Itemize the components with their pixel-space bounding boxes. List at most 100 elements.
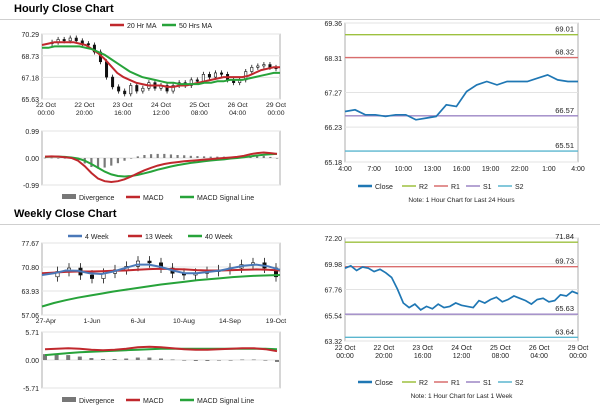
- x-tick-label: 13:00: [424, 166, 442, 173]
- chart-note: Note: 1 Hour Chart for Last 24 Hours: [408, 197, 515, 204]
- divergence-bar: [262, 155, 265, 158]
- hourly-section-rule: [0, 19, 600, 20]
- y-tick-label: -5.71: [23, 386, 39, 393]
- ma50-line: [42, 45, 280, 86]
- divergence-bar: [263, 360, 268, 361]
- legend-label: 4 Week: [85, 234, 109, 241]
- x-tick-label: 23 Oct: [412, 345, 433, 352]
- legend-label: MACD: [143, 398, 164, 405]
- legend-label: R1: [451, 184, 460, 191]
- divergence-bar: [50, 157, 53, 159]
- 40-week-line: [41, 274, 281, 308]
- divergence-bar: [43, 354, 47, 360]
- y-tick-label: 57.06: [21, 313, 39, 320]
- x-tick-label: 24 Oct: [451, 345, 472, 352]
- divergence-bar: [228, 360, 233, 361]
- y-tick-label: 0.99: [25, 129, 39, 136]
- candle-body: [201, 74, 205, 82]
- divergence-bar: [205, 360, 210, 361]
- y-tick-label: 77.67: [21, 241, 39, 248]
- y-tick-label: 65.63: [21, 97, 39, 104]
- candle-body: [92, 44, 96, 53]
- candle-body: [268, 64, 272, 68]
- legend-label: MACD: [143, 195, 164, 202]
- candle-body: [117, 86, 121, 92]
- divergence-bar: [96, 158, 100, 169]
- candle-body: [207, 74, 211, 78]
- candle-body: [86, 43, 90, 46]
- y-tick-label: 65.18: [324, 160, 342, 167]
- divergence-bar: [170, 359, 175, 361]
- level-value-r2: 69.01: [555, 25, 574, 34]
- candle-body: [111, 76, 115, 88]
- legend-label: R2: [419, 380, 428, 387]
- x-tick-label: 26 Oct: [529, 345, 550, 352]
- divergence-bar: [240, 359, 245, 361]
- ma20-line: [41, 41, 280, 88]
- close-line: [344, 73, 578, 121]
- level-value-r1: 69.73: [555, 257, 574, 266]
- divergence-bar: [269, 156, 272, 158]
- divergence-bar: [103, 158, 106, 168]
- divergence-bar: [143, 155, 146, 158]
- legend-label: Close: [375, 380, 393, 387]
- candle-body: [256, 65, 260, 68]
- divergence-bar: [169, 154, 173, 158]
- x-tick-label: 10-Aug: [173, 318, 195, 325]
- candle-body: [189, 79, 193, 86]
- divergence-bar: [123, 158, 126, 161]
- candle-body: [74, 37, 78, 42]
- x-tick-label: 6-Jul: [131, 318, 146, 325]
- x-tick-label: 00:00: [267, 110, 284, 117]
- candle-body: [147, 260, 152, 264]
- plot-frame: [41, 242, 281, 316]
- divergence-bar: [176, 155, 179, 158]
- x-tick-label: 20:00: [375, 353, 393, 360]
- x-tick-label: 12:00: [453, 353, 471, 360]
- x-tick-label: 00:00: [336, 353, 354, 360]
- divergence-bar: [110, 158, 113, 166]
- candle-body: [62, 39, 66, 42]
- x-tick-label: 1-Jun: [83, 318, 100, 325]
- legend-label: S2: [515, 380, 524, 387]
- legend-label: MACD Signal Line: [197, 398, 254, 405]
- divergence-bar: [149, 154, 153, 158]
- y-tick-label: 0.00: [25, 358, 39, 365]
- y-tick-label: 67.27: [324, 91, 342, 98]
- x-tick-label: 04:00: [530, 353, 548, 360]
- divergence-bar: [66, 355, 71, 360]
- hourly-levels-chart: 69.36 68.31 67.27 66.23 65.18 69.01 68.32 66.57…: [324, 21, 584, 204]
- hourly-macd-chart: 0.99 0.00 -0.99 Divergence MACD MACD Signal L…: [23, 129, 281, 202]
- x-tick-label: 20:00: [76, 110, 93, 117]
- x-tick-label: 25 Oct: [189, 102, 209, 109]
- y-tick-label: 69.36: [324, 21, 342, 28]
- x-tick-label: 25 Oct: [490, 345, 511, 352]
- candle-body: [220, 72, 224, 75]
- legend-label: R1: [451, 380, 460, 387]
- divergence-bar: [57, 158, 60, 159]
- x-tick-label: 24 Oct: [151, 102, 171, 109]
- y-tick-label: -0.99: [23, 183, 39, 190]
- candle-body: [123, 90, 127, 95]
- x-tick-label: 29 Oct: [266, 102, 286, 109]
- legend-swatch: [62, 194, 76, 199]
- close-line: [344, 264, 579, 311]
- divergence-bar: [63, 158, 66, 159]
- legend-label: MACD Signal Line: [197, 195, 254, 202]
- y-tick-label: 0.00: [25, 156, 39, 163]
- y-tick-label: 70.29: [21, 32, 39, 39]
- x-tick-label: 7:00: [367, 166, 381, 173]
- weekly-levels-chart: 72.20 69.98 67.76 65.54 63.32 71.84 69.73 65.63…: [324, 232, 588, 400]
- 4-week-line: [41, 263, 281, 276]
- weekly-section-rule: [0, 224, 600, 225]
- x-tick-label: 4:00: [338, 166, 352, 173]
- divergence-bar: [124, 358, 129, 360]
- y-tick-label: 68.31: [324, 56, 342, 63]
- divergence-bar: [275, 158, 279, 159]
- x-tick-label: 27-Apr: [36, 318, 57, 325]
- divergence-bar: [217, 360, 221, 361]
- candle-body: [129, 85, 133, 95]
- divergence-bar: [251, 359, 256, 361]
- divergence-bar: [196, 156, 199, 158]
